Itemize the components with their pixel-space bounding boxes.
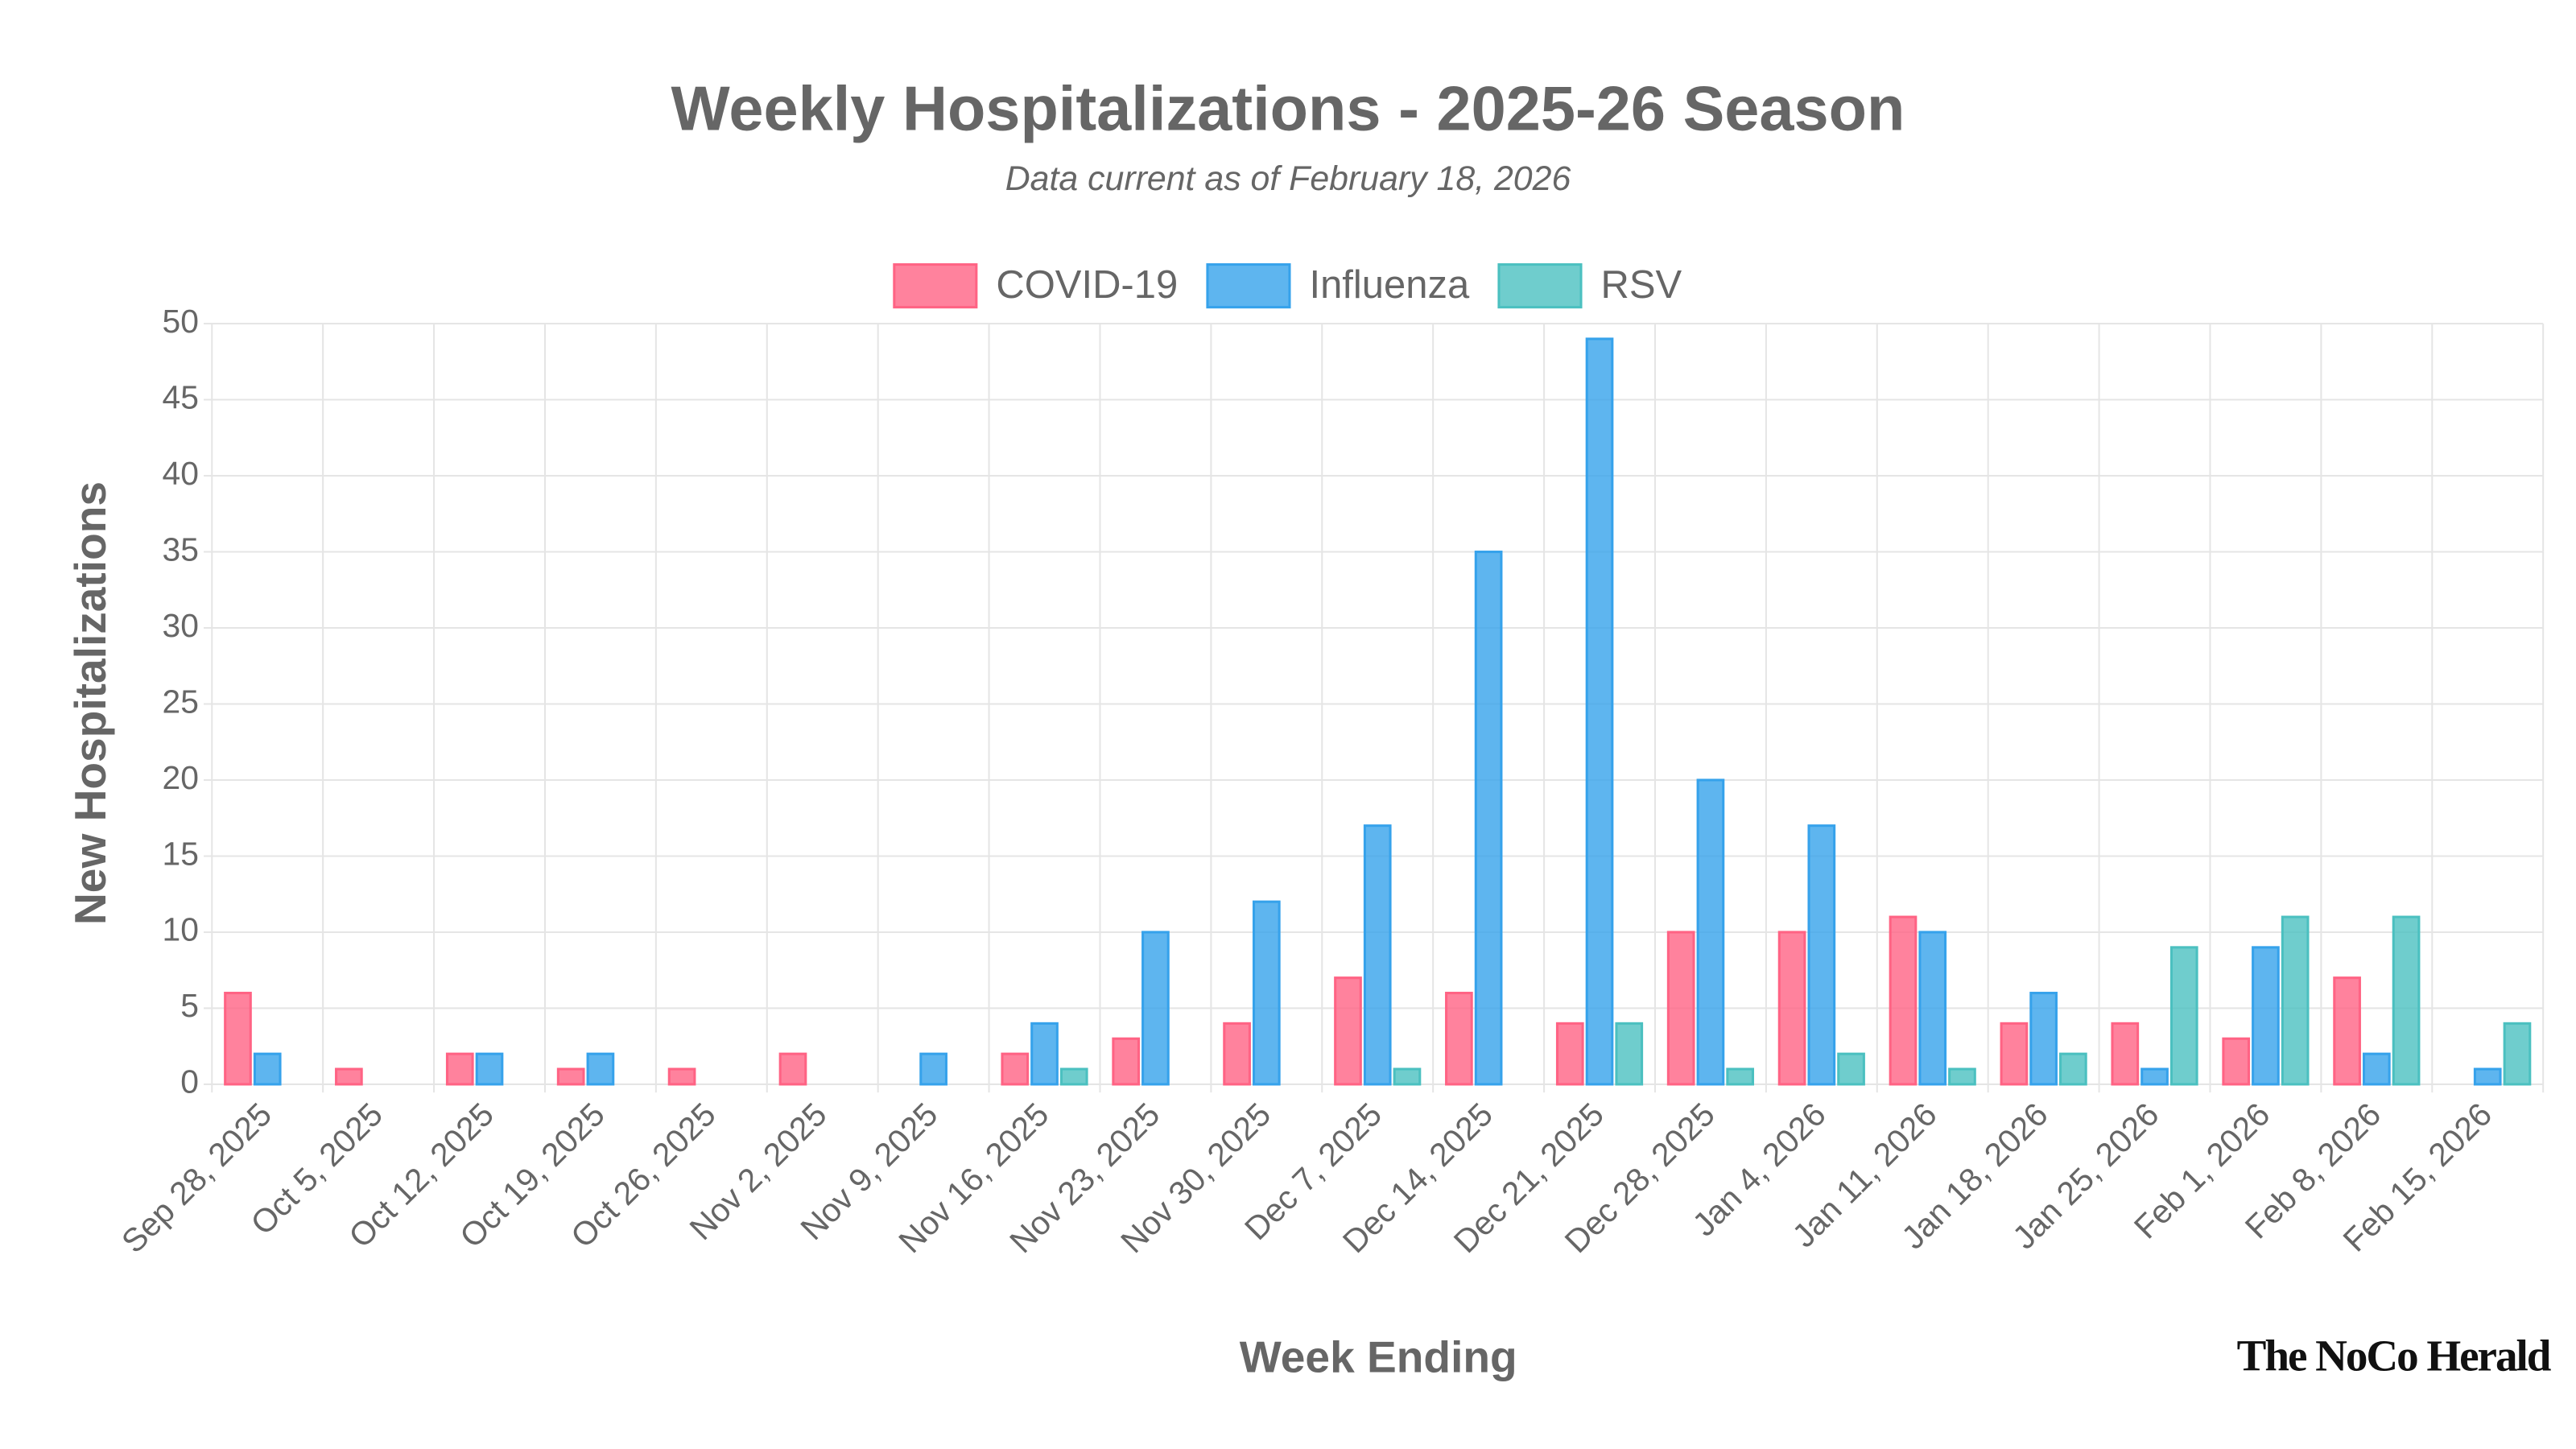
bar [2333, 976, 2361, 1086]
bar [2392, 915, 2421, 1086]
legend-label: COVID-19 [996, 263, 1178, 307]
legend-swatch [1497, 263, 1583, 309]
y-tick-label: 10 [163, 911, 199, 948]
bar [1918, 931, 1947, 1086]
bar [1666, 931, 1695, 1086]
y-tick-label: 20 [163, 759, 199, 796]
bar [556, 1067, 585, 1086]
bar [253, 1052, 282, 1086]
bar [919, 1052, 947, 1086]
legend-swatch [1206, 263, 1291, 309]
chart-subtitle: Data current as of February 18, 2026 [1005, 159, 1571, 198]
watermark: The NoCo Herald [2237, 1331, 2552, 1380]
y-tick-label: 40 [163, 455, 199, 492]
bar [2059, 1052, 2087, 1086]
y-tick-label: 50 [163, 303, 199, 340]
bar [2140, 1067, 2169, 1086]
bar [475, 1052, 504, 1086]
bar [1363, 824, 1392, 1086]
bar [1112, 1037, 1141, 1086]
bar [1555, 1022, 1584, 1086]
legend-swatch [893, 263, 978, 309]
bar [586, 1052, 615, 1086]
bar [1393, 1067, 1422, 1086]
bar [335, 1067, 363, 1086]
bar [2029, 992, 2058, 1086]
bar [667, 1067, 696, 1086]
bar [1807, 824, 1836, 1086]
bar [2169, 946, 2198, 1086]
legend-label: RSV [1600, 263, 1682, 307]
bar [2000, 1022, 2029, 1086]
bar [1030, 1022, 1059, 1086]
y-tick-label: 0 [180, 1063, 199, 1100]
bar [1001, 1052, 1030, 1086]
bar [1141, 931, 1170, 1086]
legend-label: Influenza [1309, 263, 1470, 307]
bar [1223, 1022, 1251, 1086]
bar [2111, 1022, 2140, 1086]
bar [1059, 1067, 1088, 1086]
bar [2362, 1052, 2391, 1086]
bar [1889, 915, 1918, 1086]
bar [1777, 931, 1806, 1086]
bar [1696, 778, 1725, 1086]
y-tick-label: 5 [180, 987, 199, 1024]
bar [2473, 1067, 2502, 1086]
x-axis-label: Week Ending [1240, 1331, 1517, 1381]
y-tick-label: 25 [163, 683, 199, 720]
y-tick-label: 45 [163, 378, 199, 415]
x-tick-label: Sep 28, 2025 [114, 1096, 279, 1260]
bar [1252, 900, 1281, 1086]
y-tick-label: 15 [163, 835, 199, 872]
bar [1837, 1052, 1865, 1086]
bar [1615, 1022, 1644, 1086]
bar [1585, 337, 1614, 1086]
y-axis-label: New Hospitalizations [65, 481, 115, 925]
bar [1948, 1067, 1976, 1086]
bar [2503, 1022, 2532, 1086]
bar [445, 1052, 474, 1086]
y-tick-label: 35 [163, 530, 199, 568]
bar [1445, 992, 1473, 1086]
bar [778, 1052, 807, 1086]
bar [2252, 946, 2280, 1086]
bar [1726, 1067, 1755, 1086]
bar [2281, 915, 2310, 1086]
bar [2222, 1037, 2251, 1086]
y-tick-label: 30 [163, 607, 199, 644]
chart-title: Weekly Hospitalizations - 2025-26 Season [671, 74, 1905, 143]
bar [224, 992, 252, 1086]
bar [1334, 976, 1362, 1086]
bar [1474, 550, 1503, 1086]
